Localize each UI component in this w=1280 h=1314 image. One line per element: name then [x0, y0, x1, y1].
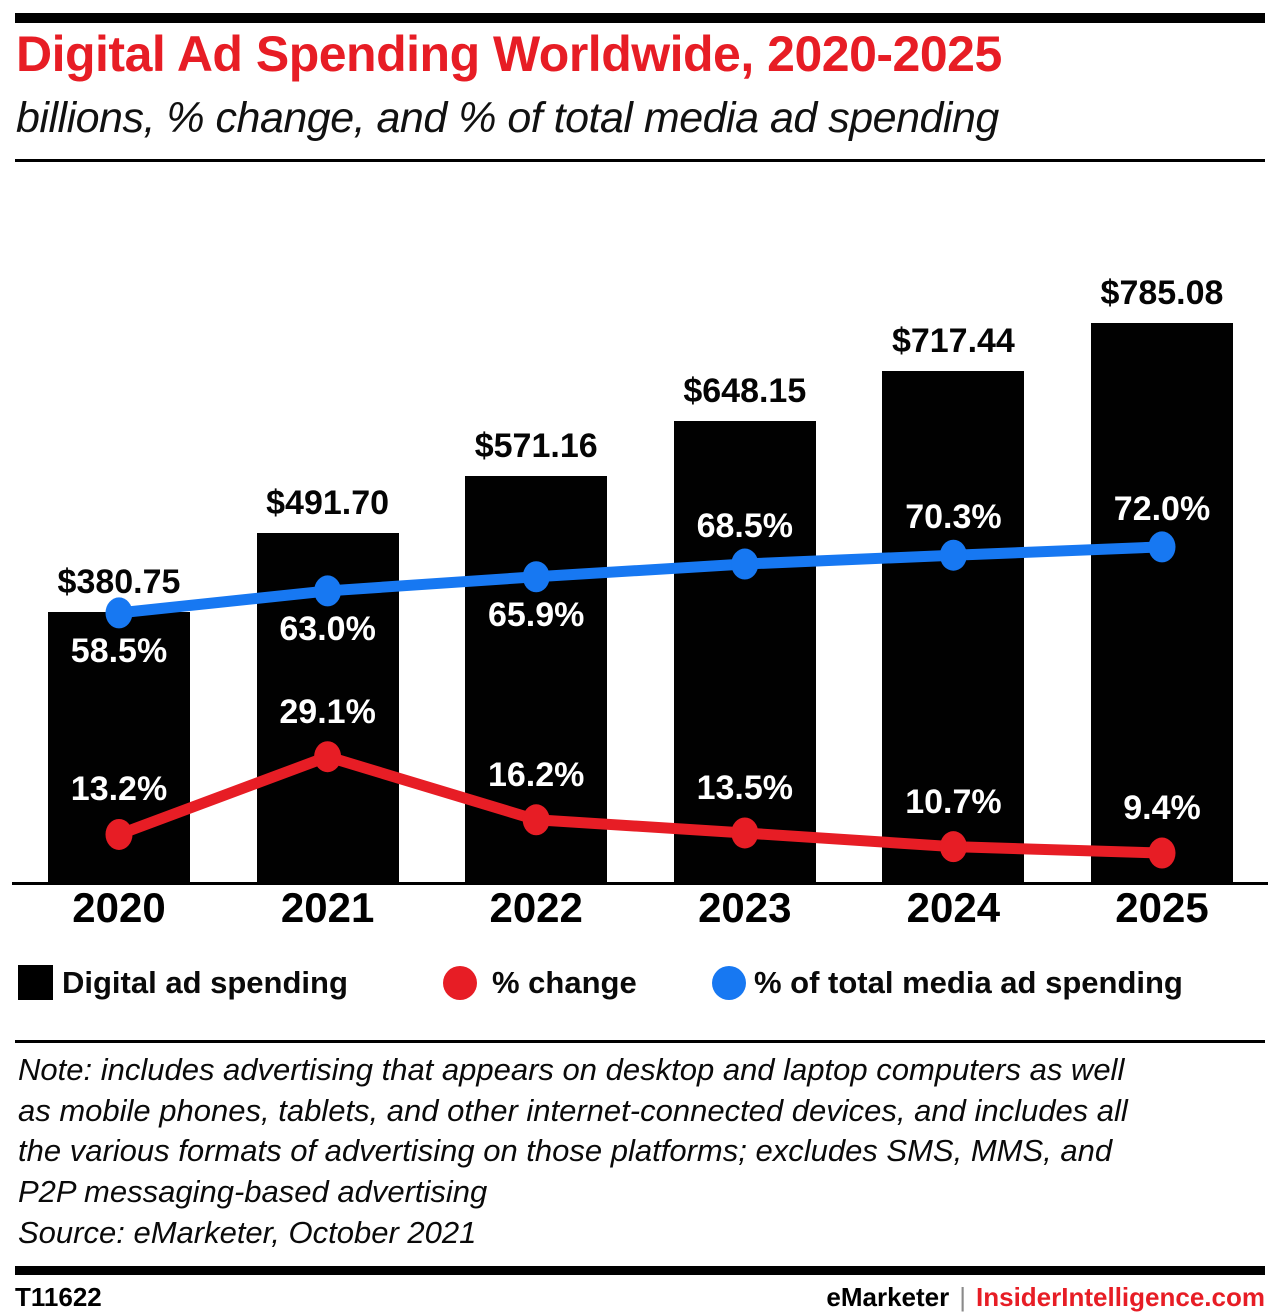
value-label-2020: $380.75: [57, 562, 181, 601]
footer-branding: eMarketer | InsiderIntelligence.com: [826, 1282, 1265, 1313]
footer-brand: eMarketer: [826, 1282, 950, 1312]
bar-2024: [882, 371, 1025, 884]
year-label-2022: 2022: [489, 884, 583, 931]
change-label-2023: 13.5%: [696, 768, 793, 807]
top-accent-bar: [15, 13, 1265, 23]
change-dot-2024: [939, 831, 967, 863]
year-label-2023: 2023: [698, 884, 792, 931]
change-label-2020: 13.2%: [70, 770, 168, 809]
legend-bar-swatch: [18, 965, 53, 1000]
share-label-2020: 58.5%: [70, 631, 168, 670]
legend-change-label: % change: [492, 965, 637, 1000]
change-label-2024: 10.7%: [905, 782, 1002, 821]
note-line-4: P2P messaging-based advertising: [18, 1174, 488, 1210]
change-dot-2022: [522, 804, 550, 836]
change-label-2025: 9.4%: [1123, 789, 1201, 828]
change-label-2021: 29.1%: [279, 692, 376, 731]
x-axis-line: [12, 882, 1268, 885]
year-label-2024: 2024: [906, 884, 1001, 931]
share-dot-2025: [1148, 531, 1176, 563]
header-rule: [15, 159, 1265, 162]
footer-separator-icon: |: [959, 1282, 967, 1312]
share-label-2021: 63.0%: [279, 609, 376, 648]
change-dot-2021: [314, 741, 342, 773]
chart-title: Digital Ad Spending Worldwide, 2020-2025: [16, 26, 1002, 82]
share-dot-2022: [522, 561, 550, 593]
bar-2023: [673, 420, 816, 884]
footer-chart-id: T11622: [15, 1282, 102, 1312]
share-label-2024: 70.3%: [905, 498, 1002, 537]
value-label-2024: $717.44: [891, 322, 1015, 361]
year-label-2025: 2025: [1115, 884, 1209, 931]
value-label-2025: $785.08: [1100, 273, 1224, 312]
legend-rule: [15, 1040, 1265, 1043]
share-line: [113, 541, 1168, 619]
bar-2025: [1091, 322, 1233, 884]
share-label-2023: 68.5%: [696, 507, 793, 546]
chart-subtitle: billions, % change, and % of total media…: [16, 94, 999, 142]
share-dot-2024: [939, 539, 967, 571]
value-label-2022: $571.16: [474, 426, 598, 465]
share-dot-2021: [314, 575, 342, 607]
share-label-2025: 72.0%: [1113, 489, 1211, 528]
share-dot-2023: [731, 548, 759, 580]
change-line: [113, 751, 1168, 859]
share-dot-2020: [105, 597, 133, 629]
year-label-2021: 2021: [280, 884, 375, 931]
value-label-2023: $648.15: [683, 371, 807, 410]
legend-bar-label: Digital ad spending: [62, 965, 348, 1000]
note-block: Note: includes advertising that appears …: [18, 1050, 1268, 1254]
value-label-2021: $491.70: [266, 483, 390, 522]
legend-share-label: % of total media ad spending: [754, 965, 1183, 1000]
change-label-2022: 16.2%: [487, 755, 585, 794]
legend-share-dot-icon: [712, 966, 746, 1000]
source-line: Source: eMarketer, October 2021: [18, 1214, 477, 1250]
note-line-2: as mobile phones, tablets, and other int…: [18, 1092, 1128, 1128]
change-dot-2025: [1148, 837, 1176, 869]
share-label-2022: 65.9%: [487, 595, 585, 634]
legend-change-dot-icon: [443, 966, 477, 1000]
year-label-2020: 2020: [72, 884, 166, 931]
bottom-accent-bar: [15, 1266, 1265, 1275]
note-line-3: the various formats of advertising on th…: [18, 1133, 1113, 1169]
change-dot-2020: [105, 818, 133, 850]
footer-site-link: InsiderIntelligence.com: [976, 1282, 1265, 1312]
note-line-1: Note: includes advertising that appears …: [18, 1052, 1125, 1087]
change-dot-2023: [731, 817, 759, 849]
